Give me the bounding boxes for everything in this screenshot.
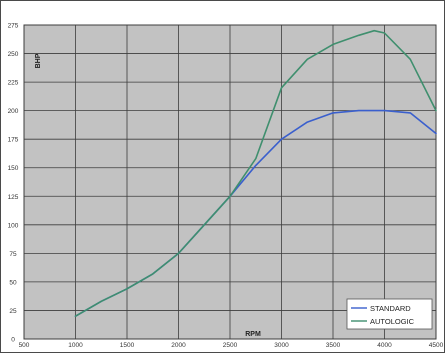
y-tick-label: 225 xyxy=(8,80,19,87)
x-tick-label: 3000 xyxy=(274,342,289,349)
x-tick-label: 4500 xyxy=(429,342,444,349)
x-tick-label: 500 xyxy=(19,342,30,349)
legend: STANDARD AUTOLOGIC xyxy=(346,298,433,330)
y-tick-label: 25 xyxy=(9,308,17,315)
series-lines xyxy=(74,29,437,318)
y-tick-label: 200 xyxy=(8,108,19,115)
y-tick-label: 0 xyxy=(11,337,15,344)
legend-box xyxy=(346,298,433,330)
x-tick-label: 4000 xyxy=(377,342,392,349)
y-tick-label: 75 xyxy=(9,251,17,258)
legend-label-autologic: AUTOLOGIC xyxy=(370,317,415,326)
y-tick-label: 50 xyxy=(9,279,17,286)
x-tick-label: 1500 xyxy=(120,342,135,349)
y-tick-label: 250 xyxy=(8,51,19,58)
y-tick-label: 275 xyxy=(8,23,19,30)
y-tick-labels: 0 25 50 75 100 125 150 175 200 225 250 275 xyxy=(8,23,19,344)
x-tick-label: 2000 xyxy=(171,342,186,349)
y-tick-label: 125 xyxy=(8,194,19,201)
y-axis-title: BHP xyxy=(35,53,42,68)
x-tick-label: 3500 xyxy=(326,342,341,349)
series-line-autologic xyxy=(74,29,437,318)
x-tick-labels: 500 1000 1500 2000 2500 3000 3500 4000 4500 xyxy=(19,342,444,349)
y-tick-label: 100 xyxy=(8,222,19,229)
x-axis-title: RPM xyxy=(245,331,261,338)
x-tick-label: 1000 xyxy=(68,342,83,349)
y-tick-label: 150 xyxy=(8,165,19,172)
x-tick-label: 2500 xyxy=(223,342,238,349)
legend-label-standard: STANDARD xyxy=(370,304,411,313)
y-tick-label: 175 xyxy=(8,137,19,144)
